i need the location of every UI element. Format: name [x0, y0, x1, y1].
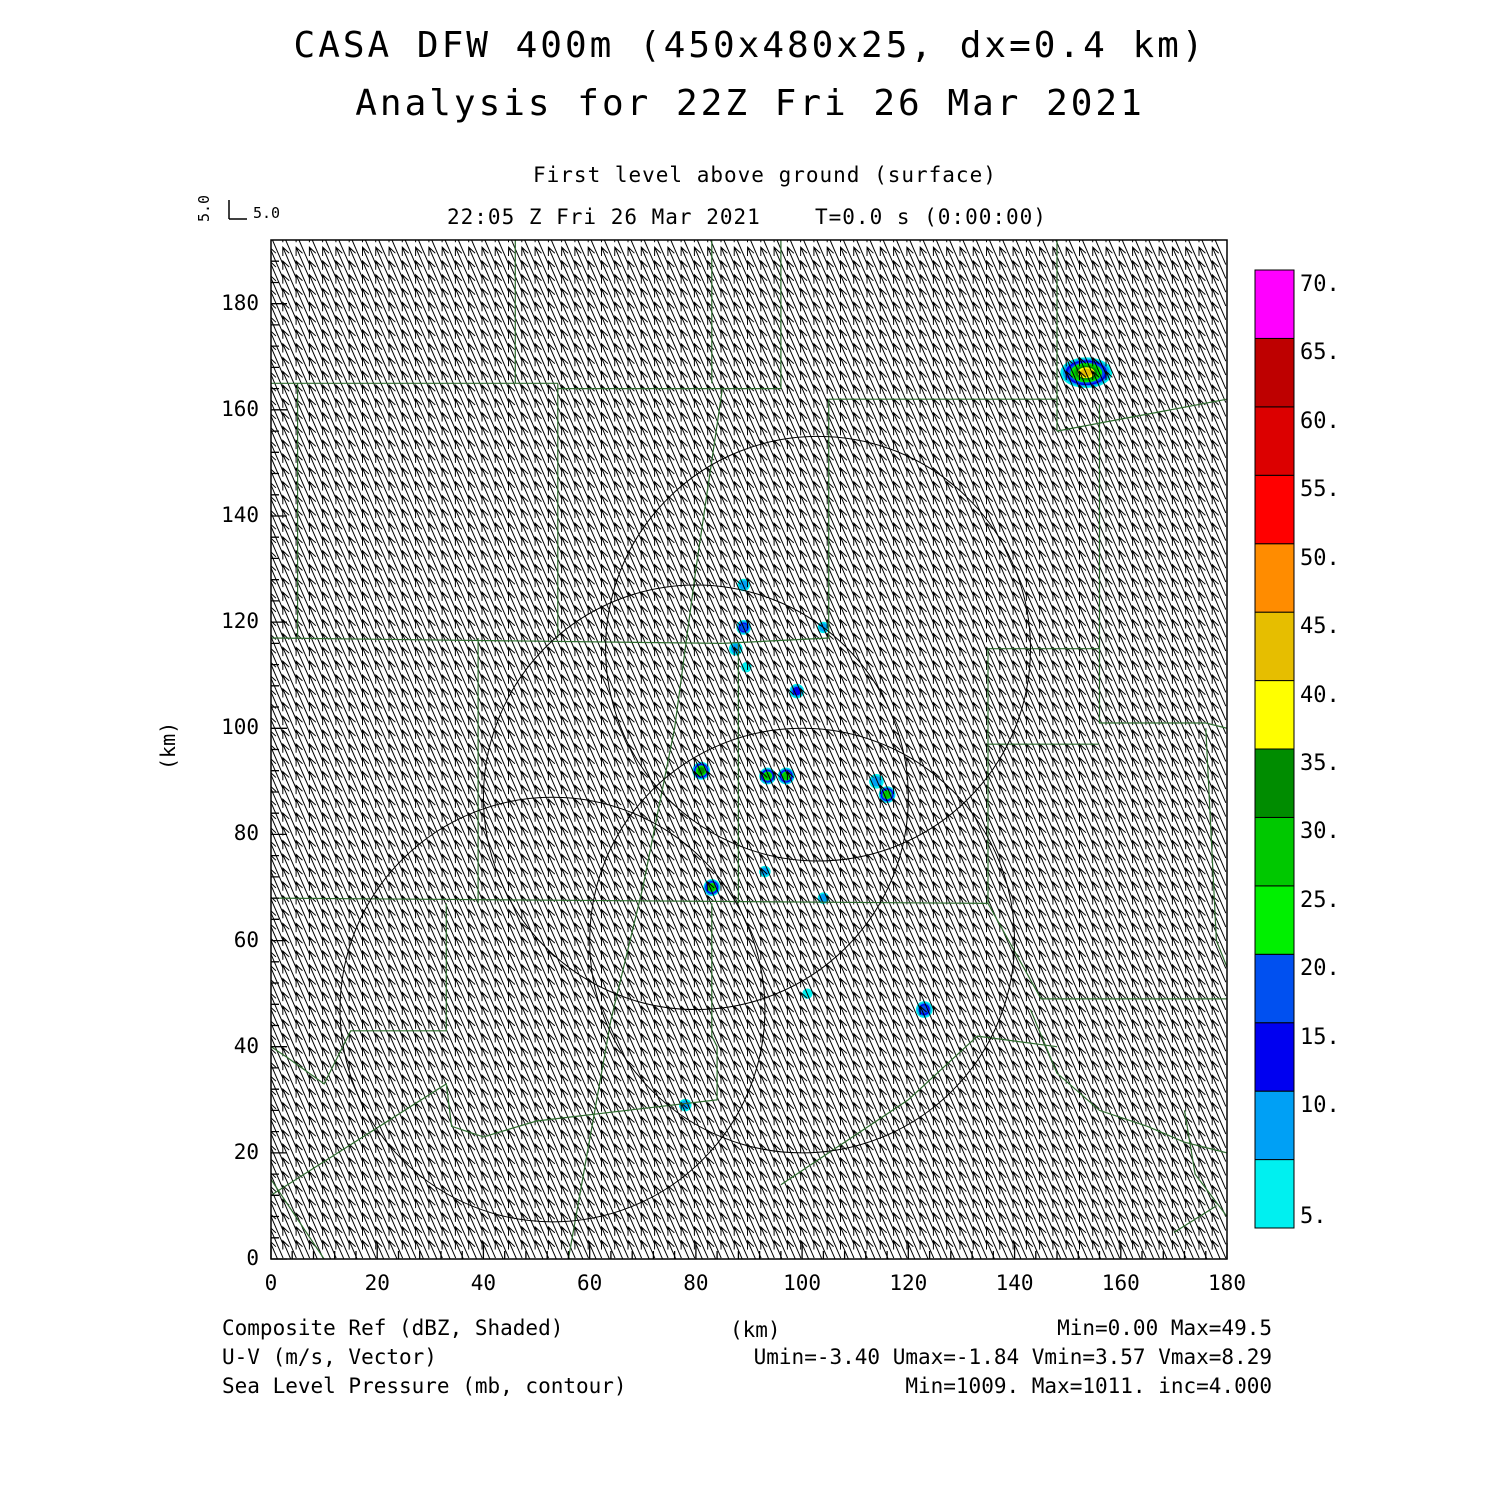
colorbar-swatch	[1254, 748, 1295, 818]
pressure-contour	[589, 727, 1016, 1154]
county-line	[1173, 1205, 1217, 1234]
x-tick-label: 160	[1101, 1271, 1140, 1295]
y-axis-title: (km)	[156, 721, 180, 770]
wind-vector-layer	[271, 240, 1227, 1259]
colorbar-swatch	[1254, 1090, 1295, 1161]
county-line	[1029, 1009, 1227, 1154]
x-tick-label: 140	[995, 1271, 1034, 1295]
colorbar-label: 45.	[1300, 614, 1340, 640]
pressure-contour	[339, 796, 766, 1223]
colorbar-swatch	[1254, 953, 1295, 1024]
county-line	[271, 1179, 325, 1259]
y-tick-label: 40	[233, 1033, 259, 1058]
colorbar-swatch	[1254, 406, 1295, 476]
time-step-label: T=0.0 s (0:00:00)	[815, 205, 1047, 229]
colorbar	[1254, 269, 1295, 1229]
y-tick-label: 100	[221, 715, 259, 740]
colorbar-swatch	[1254, 269, 1295, 339]
colorbar-label: 15.	[1300, 1024, 1340, 1050]
county-line	[271, 903, 718, 1196]
vector-key-icon	[228, 200, 247, 220]
echo-cell	[871, 776, 882, 787]
colorbar-swatch	[1254, 611, 1295, 682]
pressure-contours	[339, 435, 1031, 1223]
wind-vectors	[271, 240, 1227, 1259]
colorbar-label: 10.	[1300, 1093, 1340, 1119]
county-line	[271, 903, 447, 1085]
colorbar-swatch	[1254, 337, 1295, 408]
axis-ticks	[270, 260, 1228, 1260]
county-line	[271, 637, 723, 644]
vector-key-u: 5.0	[253, 204, 281, 222]
colorbar-label: 25.	[1300, 887, 1340, 913]
colorbar-swatch	[1254, 1022, 1295, 1092]
colorbar-label: 5.	[1300, 1204, 1327, 1229]
x-tick-label: 120	[889, 1271, 928, 1295]
y-tick-label: 120	[221, 609, 259, 634]
plot-title: CASA DFW 400m (450x480x25, dx=0.4 km)	[293, 25, 1207, 66]
x-tick-label: 100	[783, 1271, 822, 1295]
valid-time-label: 22:05 Z Fri 26 Mar 2021	[447, 205, 761, 229]
y-tick-label: 180	[221, 290, 259, 315]
pressure-contour	[605, 435, 1031, 862]
colorbar-label: 20.	[1300, 956, 1340, 982]
footer-reflectivity: Composite Ref (dBZ, Shaded)	[222, 1316, 564, 1340]
y-tick-label: 0	[246, 1246, 259, 1270]
colorbar-swatch	[1254, 474, 1295, 545]
colorbar-swatch	[1254, 816, 1295, 887]
county-line	[1098, 648, 1227, 729]
footer-pressure: Sea Level Pressure (mb, contour)	[222, 1374, 627, 1398]
colorbar-swatch	[1254, 885, 1295, 955]
county-boundaries	[271, 240, 1227, 1259]
x-tick-label: 40	[470, 1271, 497, 1295]
pressure-contour	[482, 584, 909, 1011]
x-tick-label: 80	[683, 1271, 709, 1295]
footer-wind-minmax: Umin=-3.40 Umax=-1.84 Vmin=3.57 Vmax=8.2…	[753, 1345, 1272, 1369]
y-tick-label: 80	[233, 821, 259, 846]
county-line	[1183, 1110, 1227, 1217]
x-axis-title: (km)	[730, 1318, 781, 1342]
footer-wind: U-V (m/s, Vector)	[222, 1345, 437, 1369]
colorbar-label: 40.	[1300, 682, 1340, 708]
colorbar-label: 35.	[1300, 751, 1340, 776]
county-line	[780, 1035, 1058, 1186]
echo-cell	[782, 772, 790, 780]
county-line	[271, 897, 989, 905]
colorbar-swatch	[1254, 1159, 1295, 1229]
colorbar-label: 60.	[1300, 408, 1340, 434]
colorbar-label: 55.	[1300, 477, 1340, 503]
x-tick-label: 180	[1208, 1271, 1246, 1295]
colorbar-label: 70.	[1300, 272, 1340, 297]
analysis-time-title: Analysis for 22Z Fri 26 Mar 2021	[355, 83, 1145, 124]
county-line	[987, 903, 1227, 1000]
county-line	[1056, 398, 1227, 432]
echo-cell	[739, 580, 749, 590]
x-tick-label: 20	[364, 1271, 390, 1295]
y-tick-label: 160	[221, 396, 259, 421]
y-tick-label: 20	[233, 1139, 259, 1164]
colorbar-label: 50.	[1300, 545, 1340, 571]
colorbar-swatch	[1254, 543, 1295, 613]
colorbar-label: 65.	[1300, 340, 1340, 366]
x-tick-label: 0	[264, 1271, 278, 1295]
footer-ref-minmax: Min=0.00 Max=49.5	[1057, 1316, 1272, 1340]
level-label: First level above ground (surface)	[533, 163, 997, 187]
y-tick-label: 60	[233, 927, 259, 952]
tick-marks	[270, 260, 1228, 1260]
footer-pressure-minmax: Min=1009. Max=1011. inc=4.000	[905, 1374, 1272, 1398]
county-line	[1205, 728, 1227, 968]
echo-cell	[708, 884, 716, 891]
county-line	[722, 399, 830, 644]
colorbar-label: 30.	[1300, 819, 1340, 845]
colorbar-swatch	[1254, 680, 1295, 750]
county-line	[567, 388, 723, 1259]
x-tick-label: 60	[577, 1271, 603, 1295]
y-tick-label: 140	[221, 502, 259, 527]
